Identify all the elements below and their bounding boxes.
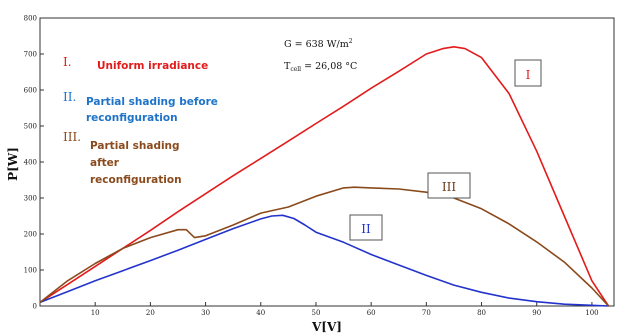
y-tick-label: 0 <box>33 303 37 311</box>
legend-numeral-1: I. <box>63 55 72 69</box>
y-tick-label: 300 <box>24 195 37 203</box>
y-tick-label: 800 <box>24 15 37 23</box>
y-tick-label: 600 <box>24 87 37 95</box>
y-tick-label: 500 <box>24 123 37 131</box>
series-curves <box>39 45 610 307</box>
x-tick-label: 60 <box>367 309 376 317</box>
series-line-i <box>39 45 610 307</box>
x-tick-label: 30 <box>201 309 210 317</box>
x-tick-label: 10 <box>91 309 100 317</box>
x-tick-label: 20 <box>146 309 155 317</box>
x-tick-label: 70 <box>422 309 431 317</box>
legend-text-2a: Partial shading before <box>86 96 218 108</box>
axis-ticks: 10 20 30 40 50 60 70 80 90 100 0 100 200 300 400 500 600… <box>24 15 599 318</box>
curve-label-ii: II <box>349 214 383 241</box>
curve-label-i: I <box>514 59 542 87</box>
curve-label-iii: III <box>427 172 471 199</box>
legend-text-1: Uniform irradiance <box>97 60 208 72</box>
x-tick-label: 80 <box>477 309 486 317</box>
x-tick-label: 40 <box>256 309 265 317</box>
legend-text-2b: reconfiguration <box>86 112 178 124</box>
legend-numeral-3: III. <box>63 130 81 144</box>
y-tick-label: 200 <box>24 231 37 239</box>
x-tick-label: 100 <box>585 309 598 317</box>
svg-text:I: I <box>526 68 531 82</box>
x-tick-label: 50 <box>312 309 321 317</box>
irradiance-annotation: G = 638 W/m2 <box>284 38 353 50</box>
temperature-annotation: Tcell = 26,08 °C <box>284 61 357 73</box>
x-axis-label: V[V] <box>311 320 342 334</box>
y-axis-label: P[W] <box>6 147 20 181</box>
y-tick-label: 400 <box>24 159 37 167</box>
legend-numeral-2: II. <box>63 90 76 104</box>
legend-text-3a: Partial shading <box>90 140 180 152</box>
y-tick-label: 700 <box>24 51 37 59</box>
series-line-iii <box>39 186 610 307</box>
legend-text-3b: after <box>90 157 120 169</box>
svg-text:III: III <box>442 180 456 194</box>
x-tick-label: 90 <box>532 309 541 317</box>
y-tick-label: 100 <box>24 267 37 275</box>
svg-text:II: II <box>361 222 371 236</box>
series-line-ii <box>39 214 609 307</box>
legend-text-3c: reconfiguration <box>90 174 182 186</box>
